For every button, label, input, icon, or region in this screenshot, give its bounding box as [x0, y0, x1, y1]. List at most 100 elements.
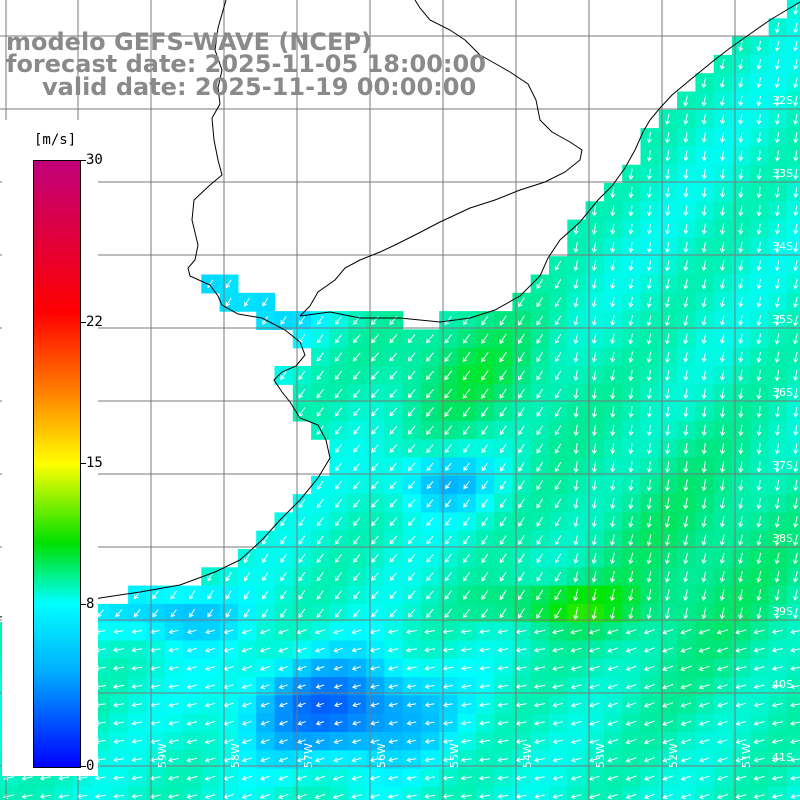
wind-arrow	[591, 498, 597, 510]
wind-arrow	[298, 517, 306, 527]
wind-arrow	[573, 241, 579, 254]
wind-arrow	[442, 702, 453, 708]
wind-arrow	[444, 590, 452, 600]
wind-arrow	[607, 793, 619, 800]
wind-arrow	[701, 607, 707, 620]
wind-arrow	[774, 278, 780, 290]
wind-arrow	[554, 498, 562, 509]
wind-arrow	[426, 425, 434, 435]
wind-arrow	[717, 739, 728, 745]
longitude-label: 59W	[156, 743, 169, 768]
wind-arrow	[665, 242, 671, 253]
wind-arrow	[426, 407, 434, 417]
wind-arrow	[698, 647, 710, 653]
wind-arrow	[316, 590, 324, 600]
wind-arrow	[790, 775, 800, 781]
wind-arrow	[113, 720, 124, 726]
wind-arrow	[680, 683, 692, 690]
wind-arrow	[551, 629, 564, 635]
wind-arrow	[554, 461, 562, 472]
wind-arrow	[533, 647, 546, 653]
wind-arrow	[756, 534, 762, 547]
wind-arrow	[536, 407, 544, 418]
wind-arrow	[369, 647, 380, 653]
wind-cell	[457, 786, 477, 800]
wind-arrow	[334, 370, 343, 381]
wind-arrow	[646, 205, 652, 217]
wind-arrow	[683, 242, 689, 253]
wind-arrow	[244, 297, 250, 307]
wind-arrow	[186, 794, 198, 800]
wind-arrow	[774, 443, 780, 455]
wind-arrow	[591, 223, 597, 235]
wind-arrow	[756, 242, 762, 253]
wind-arrow	[554, 260, 562, 271]
wind-arrow	[442, 738, 454, 744]
wind-arrow	[39, 775, 51, 781]
wind-arrow	[112, 665, 125, 671]
wind-arrow	[683, 516, 689, 528]
wind-arrow	[554, 315, 562, 326]
wind-arrow	[316, 608, 324, 618]
wind-arrow	[646, 406, 652, 418]
wind-arrow	[646, 187, 652, 199]
wind-arrow	[389, 480, 397, 490]
wind-arrow	[131, 647, 143, 653]
wind-arrow	[646, 351, 652, 363]
wind-arrow	[683, 388, 689, 400]
model-title: modelo GEFS-WAVE (NCEP)	[6, 28, 372, 56]
wind-arrow	[701, 388, 707, 400]
wind-arrow	[444, 352, 453, 362]
wind-arrow	[771, 793, 783, 799]
wind-arrow	[774, 132, 780, 144]
wind-arrow	[701, 571, 707, 583]
wind-arrow	[701, 479, 707, 492]
wind-arrow	[646, 443, 652, 455]
wind-arrow	[445, 481, 452, 490]
wind-arrow	[131, 720, 143, 726]
wind-cell	[786, 292, 800, 312]
wind-arrow	[536, 535, 543, 545]
wind-cell	[786, 475, 800, 495]
wind-arrow	[462, 388, 471, 399]
wind-arrow	[479, 665, 490, 671]
wind-arrow	[533, 629, 546, 635]
wind-arrow	[643, 647, 655, 653]
wind-arrow	[793, 552, 799, 565]
wind-arrow	[756, 40, 762, 52]
wind-arrow	[204, 794, 216, 800]
wind-arrow	[756, 223, 762, 235]
wind-arrow	[738, 77, 744, 89]
wind-arrow	[738, 570, 744, 583]
wind-arrow	[314, 757, 325, 763]
wind-arrow	[719, 442, 726, 455]
wind-arrow	[278, 647, 289, 653]
wind-arrow	[570, 629, 582, 635]
wind-arrow	[278, 629, 289, 635]
wind-arrow	[555, 553, 562, 564]
wind-arrow	[573, 260, 579, 272]
wind-arrow	[573, 498, 579, 510]
wind-arrow	[774, 205, 780, 217]
wind-arrow	[680, 757, 692, 763]
wind-arrow	[204, 775, 216, 781]
wind-arrow	[297, 720, 306, 726]
wind-arrow	[570, 702, 582, 708]
wind-arrow	[756, 168, 762, 180]
wind-arrow	[552, 793, 564, 799]
wind-arrow	[774, 424, 780, 437]
wind-arrow	[719, 479, 725, 492]
wind-arrow	[646, 315, 652, 327]
wind-arrow	[628, 461, 634, 473]
wind-arrow	[610, 278, 616, 290]
wind-arrow	[591, 241, 597, 254]
wind-arrow	[793, 516, 799, 528]
latitude-label: 37S	[772, 459, 793, 472]
wind-arrow	[664, 515, 670, 528]
wind-arrow	[628, 479, 634, 492]
wind-arrow	[738, 260, 744, 272]
wind-arrow	[573, 479, 579, 492]
wind-arrow	[573, 424, 579, 437]
wind-arrow	[793, 461, 799, 473]
wind-arrow	[628, 516, 634, 528]
